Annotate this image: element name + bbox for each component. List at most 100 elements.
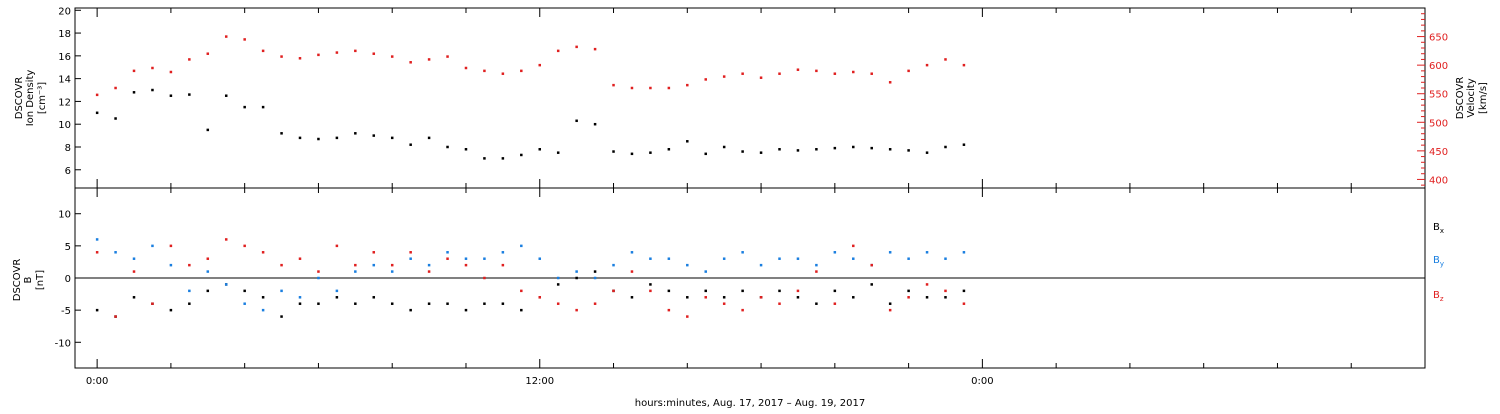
velocity-point (169, 70, 173, 74)
density-point (907, 149, 910, 152)
density-point (833, 146, 837, 150)
by-point (243, 302, 246, 305)
bz-point (501, 263, 505, 267)
bz-point (151, 302, 154, 305)
by-point (575, 270, 578, 273)
bx-point (188, 302, 191, 305)
density-point (778, 148, 781, 151)
bx-point (261, 296, 265, 299)
ylabel-top-line3: [cm⁻³] (37, 82, 48, 114)
ytick-label-density: 16 (58, 52, 71, 63)
bz-point (354, 263, 357, 267)
bx-point (427, 302, 431, 305)
velocity-point (852, 70, 855, 74)
velocity-point (556, 49, 560, 53)
velocity-point (907, 69, 910, 73)
by-point (409, 257, 412, 260)
bz-point (556, 302, 560, 305)
velocity-point (261, 49, 265, 53)
ylabel-top-line2: Ion Density (25, 70, 36, 127)
bx-point (888, 302, 892, 305)
bx-point (409, 308, 412, 312)
density-point (888, 148, 892, 151)
bz-point (870, 263, 873, 267)
ytick-label-velocity: 600 (1429, 61, 1448, 72)
ytick-label-velocity: 500 (1429, 118, 1448, 129)
bx-point (520, 308, 523, 312)
density-point (409, 143, 412, 146)
by-point (446, 251, 449, 254)
density-point (870, 146, 873, 150)
velocity-point (538, 63, 542, 67)
bz-point (95, 251, 99, 254)
by-point (815, 263, 818, 267)
velocity-point (464, 66, 468, 70)
bx-point (630, 296, 634, 299)
bx-point (390, 302, 394, 305)
density-point (612, 150, 615, 153)
ylabel-bottom-line1: DSCOVR (12, 259, 23, 302)
ylabel-right-line2: Velocity (1466, 78, 1477, 117)
by-point (538, 257, 542, 260)
density-point (390, 136, 394, 140)
bz-point (852, 244, 855, 248)
ytick-label-b: 0 (65, 274, 71, 285)
velocity-point (520, 69, 523, 73)
velocity-point (778, 72, 781, 75)
by-point (151, 244, 154, 248)
bz-point (667, 308, 671, 312)
bz-point (538, 296, 542, 299)
bx-point (335, 296, 339, 299)
by-point (114, 251, 117, 254)
bx-point (317, 302, 320, 305)
ytick-label-density: 8 (65, 143, 71, 154)
by-point (962, 251, 966, 254)
bz-point (261, 251, 265, 254)
velocity-point (243, 38, 246, 41)
density-point (427, 136, 431, 140)
bx-point (962, 289, 966, 293)
velocity-point (575, 45, 578, 49)
ylabel-bottom-line3: [nT] (35, 270, 46, 290)
bx-point (741, 289, 744, 293)
density-point (243, 105, 246, 109)
ylabel-bottom-line2: B (23, 276, 34, 283)
xtick-label: 0:00 (971, 376, 993, 387)
velocity-point (501, 72, 505, 75)
by-point (206, 270, 210, 273)
bz-point (907, 296, 910, 299)
bz-point (649, 289, 652, 293)
by-point (280, 289, 283, 293)
ytick-label-density: 10 (58, 120, 71, 131)
by-point (722, 257, 726, 260)
bz-point (409, 251, 412, 254)
density-point (925, 151, 929, 154)
bz-point (741, 308, 744, 312)
by-point (649, 257, 652, 260)
density-point (722, 145, 726, 149)
bz-point (390, 263, 394, 267)
bz-point (593, 302, 597, 305)
by-point (852, 257, 855, 260)
velocity-point (815, 69, 818, 73)
ytick-label-b: 5 (65, 242, 71, 253)
density-point (169, 94, 173, 97)
density-point (372, 134, 376, 137)
velocity-point (704, 78, 707, 81)
ytick-label-density: 18 (58, 29, 71, 40)
ytick-label-density: 12 (58, 97, 71, 108)
bx-point (852, 296, 855, 299)
velocity-point (132, 69, 136, 73)
bx-point (593, 270, 597, 273)
b-legend: Bx By Bz (1433, 222, 1444, 303)
bx-point (556, 283, 560, 286)
by-point (796, 257, 800, 260)
velocity-point (114, 86, 117, 90)
density-point (575, 119, 578, 123)
bx-point (483, 302, 486, 305)
ytick-label-velocity: 550 (1429, 90, 1448, 101)
bx-point (796, 296, 800, 299)
bx-point (280, 315, 283, 318)
density-point (335, 136, 339, 140)
